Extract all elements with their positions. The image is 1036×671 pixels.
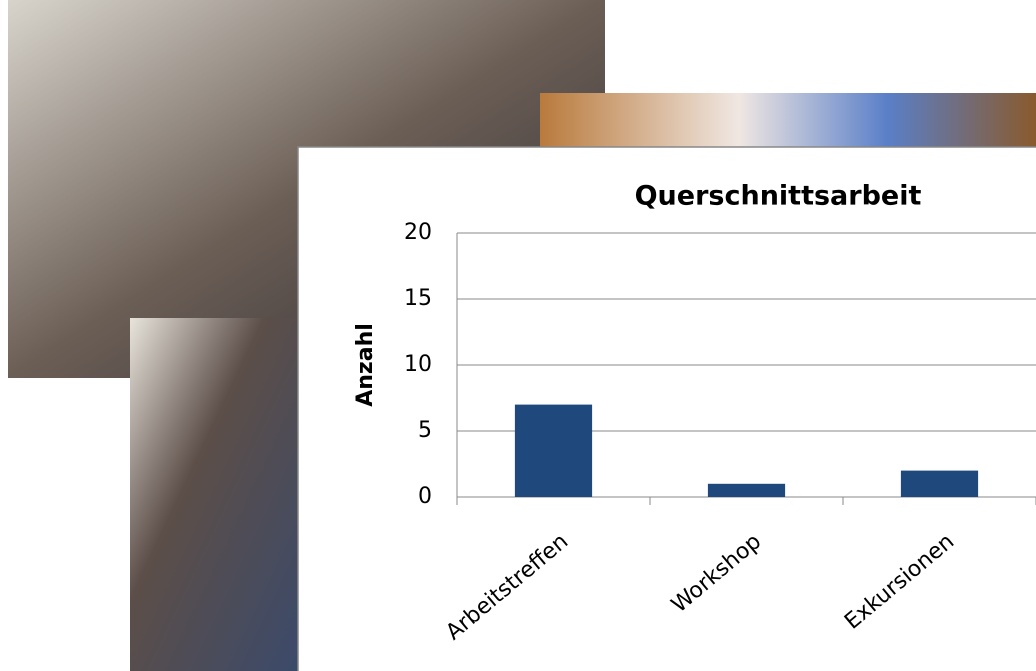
y-tick-label: 5 (418, 418, 432, 443)
y-tick-label: 15 (404, 286, 432, 311)
y-tick-label: 20 (404, 220, 432, 245)
bar (901, 471, 978, 497)
y-tick-label: 10 (404, 352, 432, 377)
page: {"chart_data": {"type": "bar", "title": … (0, 0, 1036, 671)
y-tick-label: 0 (418, 484, 432, 509)
bar (708, 484, 785, 497)
photo (540, 93, 1036, 153)
photo (130, 318, 298, 671)
chart-title: Querschnittsarbeit (635, 181, 922, 212)
screen: Querschnittsarbeit Anzahl 05101520Arbeit… (0, 0, 1036, 671)
y-axis-label: Anzahl (353, 323, 378, 407)
bar (515, 405, 592, 497)
